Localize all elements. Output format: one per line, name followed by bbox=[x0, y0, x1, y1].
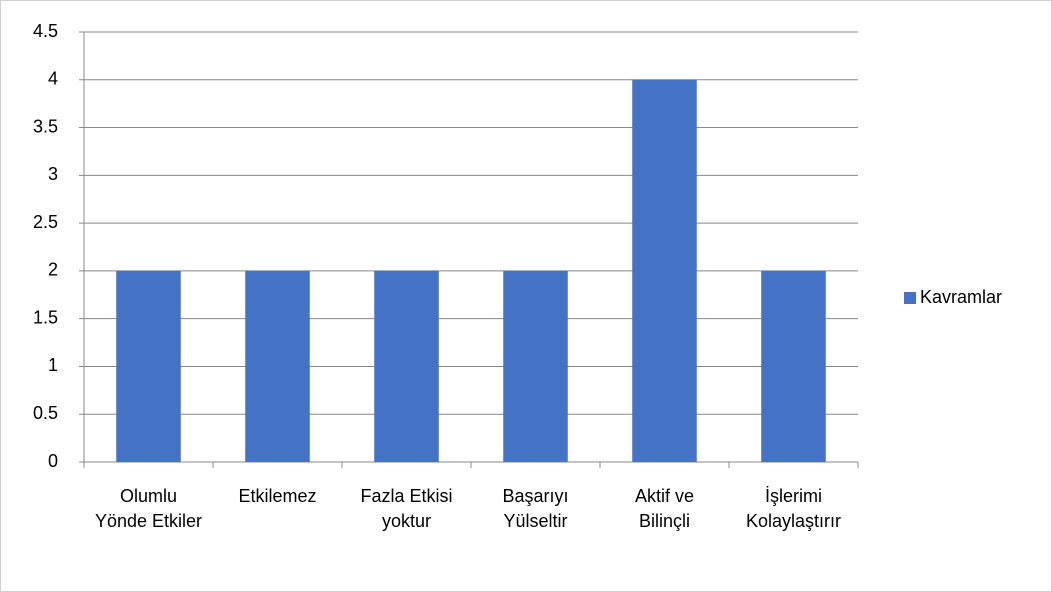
x-tick-text: Etkilemez bbox=[238, 486, 317, 506]
x-tick-text: İşlerimi Kolaylaştırır bbox=[745, 486, 842, 531]
y-tick-label: 4.5 bbox=[33, 21, 58, 41]
x-tick-text: Aktif ve Bilinçli bbox=[634, 486, 695, 531]
bar bbox=[632, 79, 697, 463]
y-tick-label: 2 bbox=[48, 260, 58, 280]
x-tick-text: Fazla Etkisi yoktur bbox=[360, 486, 453, 531]
x-tick-label: Aktif ve Bilinçli bbox=[590, 484, 739, 534]
y-tick-label: 3 bbox=[48, 164, 58, 184]
y-tick-label: 4 bbox=[48, 69, 58, 89]
bar bbox=[761, 270, 826, 462]
y-tick-label: 1 bbox=[48, 355, 58, 375]
x-tick-label: Olumlu Yönde Etkiler bbox=[74, 484, 223, 534]
x-tick-label: İşlerimi Kolaylaştırır bbox=[719, 484, 868, 534]
x-tick-text: Başarıyı Yülseltir bbox=[502, 486, 569, 531]
x-tick-label: Fazla Etkisi yoktur bbox=[332, 484, 481, 534]
bar bbox=[116, 270, 181, 462]
y-tick-label: 3.5 bbox=[33, 116, 58, 136]
legend-label: Kavramlar bbox=[920, 287, 1002, 307]
y-tick-label: 2.5 bbox=[33, 212, 58, 232]
x-tick-text: Olumlu Yönde Etkiler bbox=[94, 486, 203, 531]
x-tick-label: Etkilemez bbox=[203, 484, 352, 509]
legend-swatch bbox=[904, 292, 916, 304]
y-tick-label: 0.5 bbox=[33, 403, 58, 423]
bar bbox=[503, 270, 568, 462]
bar bbox=[245, 270, 310, 462]
y-tick-label: 0 bbox=[48, 451, 58, 471]
bar bbox=[374, 270, 439, 462]
x-tick-label: Başarıyı Yülseltir bbox=[461, 484, 610, 534]
y-tick-label: 1.5 bbox=[33, 307, 58, 327]
